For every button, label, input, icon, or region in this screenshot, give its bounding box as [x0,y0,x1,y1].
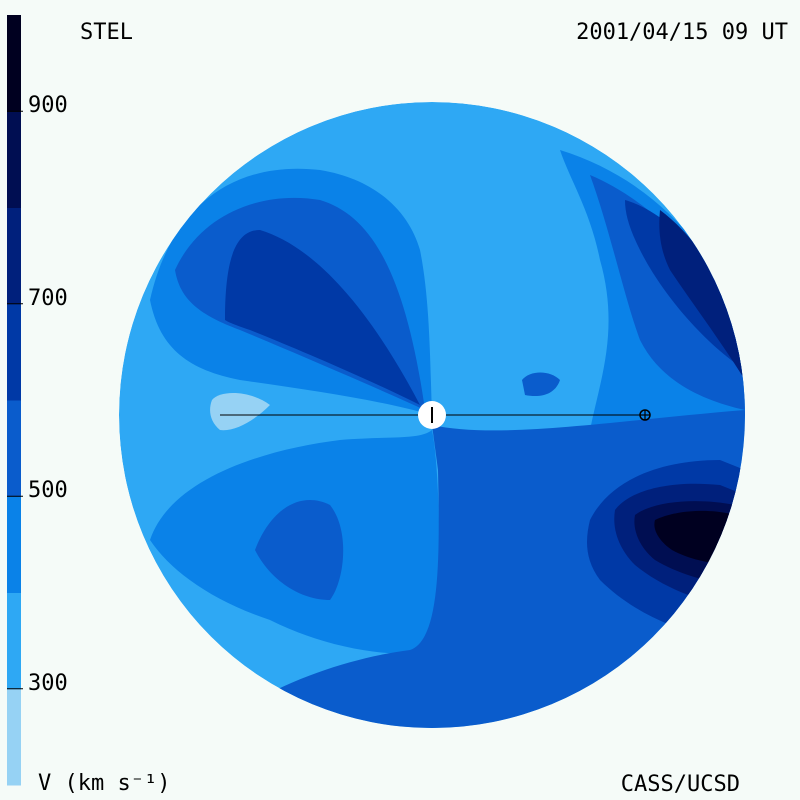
colorbar-title: V (km s⁻¹) [38,771,171,796]
colorbar-tick-label-0: 300 [28,670,68,696]
region-v750-upper-right [659,210,745,380]
colorbar-segment-3 [7,400,21,497]
colorbar-segment-2 [7,496,21,593]
credit-label: CASS/UCSD [620,772,740,797]
earth-marker [639,409,651,421]
colorbar-tick-label-2: 700 [28,285,68,311]
colorbar-segment-7 [7,15,21,112]
colorbar-ticks [7,110,23,690]
velocity-disc [119,102,745,728]
colorbar [7,15,21,786]
region-v650-upper-left [225,230,420,405]
colorbar-segment-4 [7,303,21,401]
colorbar-tick-label-1: 500 [28,478,68,504]
colorbar-segment-5 [7,207,21,305]
colorbar-tick-label-3: 900 [28,93,68,119]
timestamp-label: 2001/04/15 09 UT [576,20,788,45]
region-v550-small-patch [522,372,560,397]
region-v550-lower-left [255,500,344,600]
colorbar-segment-1 [7,592,21,690]
colorbar-segment-6 [7,111,21,208]
region-v550-lower-right [180,410,745,728]
instrument-label: STEL [80,20,133,45]
region-v250-left [210,393,270,431]
colorbar-segment-0 [7,688,21,786]
